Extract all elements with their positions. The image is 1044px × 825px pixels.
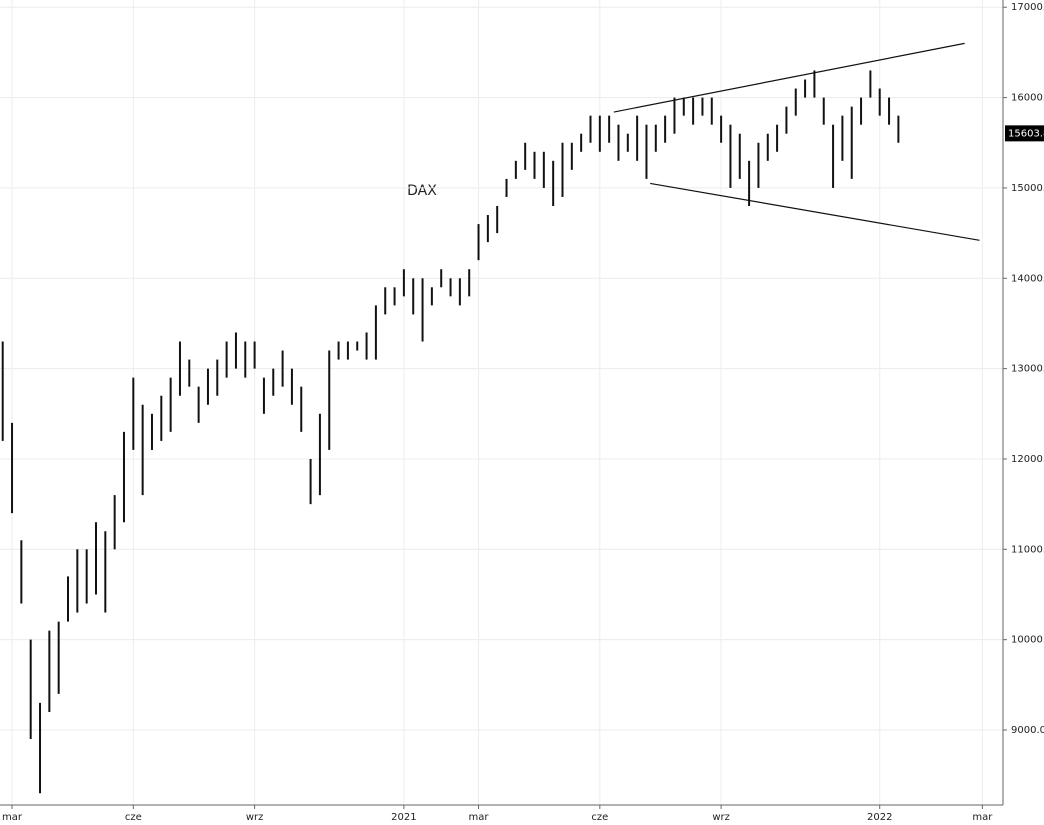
last-price-label: 15603.8 xyxy=(1008,128,1044,139)
y-tick-label: 16000. xyxy=(1011,93,1044,104)
x-tick-label: 2021 xyxy=(391,812,416,823)
y-tick-label: 17000. xyxy=(1011,2,1044,13)
x-tick-label: 2022 xyxy=(867,812,892,823)
last-price-box xyxy=(1005,125,1044,142)
x-tick-label: mar xyxy=(469,812,490,823)
y-tick-label: 14000. xyxy=(1011,273,1044,284)
x-tick-label: mar xyxy=(2,812,23,823)
x-tick-label: cze xyxy=(125,812,142,823)
chart-title: DAX xyxy=(407,183,437,199)
y-tick-label: 13000. xyxy=(1011,364,1044,375)
y-tick-label: 12000. xyxy=(1011,454,1044,465)
x-tick-label: cze xyxy=(591,812,608,823)
trend-line xyxy=(613,42,965,113)
x-tick-label: mar xyxy=(972,812,993,823)
y-tick-label: 10000. xyxy=(1011,635,1044,646)
y-tick-label: 11000. xyxy=(1011,544,1044,555)
y-tick-label: 15000. xyxy=(1011,183,1044,194)
y-tick-label: 9000.0 xyxy=(1011,725,1044,736)
x-tick-label: wrz xyxy=(246,812,264,823)
trend-line xyxy=(650,182,980,241)
x-tick-label: wrz xyxy=(712,812,730,823)
